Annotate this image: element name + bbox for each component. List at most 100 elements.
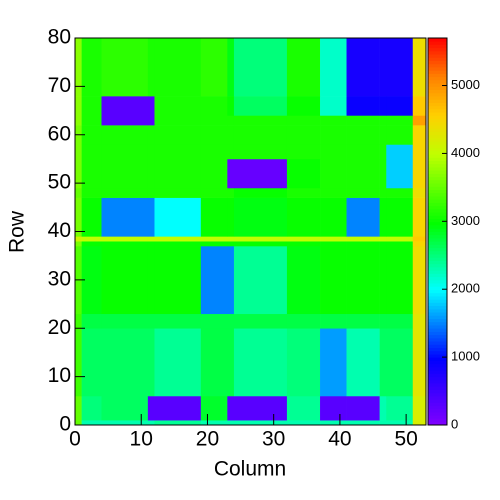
heatmap-cell [200,313,228,329]
x-tick-label: 30 [262,428,285,451]
z-tick-label: 1000 [451,349,480,364]
heatmap-cell [227,144,235,160]
heatmap-cell [233,144,288,160]
heatmap-cell [75,236,82,242]
heatmap-cell [200,158,228,189]
colorbar-step [428,312,447,316]
colorbar-step [428,402,447,407]
colorbar-step [428,328,447,332]
colorbar-step [428,325,447,329]
heatmap-cell [200,96,228,116]
heatmap-cell [346,144,380,160]
heatmap-cell [200,125,228,145]
z-tick-label: 5000 [451,77,480,92]
heatmap-cell [379,328,387,397]
colorbar-step [428,186,447,190]
heatmap-cell [320,96,347,116]
heatmap-cell [320,420,347,426]
colorbar-step [428,292,447,297]
heatmap-cell [412,38,427,97]
colorbar-step [428,160,447,165]
heatmap-cell [412,96,427,116]
heatmap-cell [286,38,321,97]
heatmap-cell [286,395,321,421]
y-tick-label: 80 [48,26,71,49]
heatmap-cell [200,197,228,237]
colorbar-step [428,344,447,348]
heatmap-cell [154,328,202,397]
colorbar-step [428,392,447,397]
heatmap-cell [227,236,235,242]
colorbar-step [428,302,447,307]
colorbar-step [428,115,447,120]
heatmap-cell [386,420,414,426]
heatmap-cell [379,246,387,315]
heatmap-cell [101,158,149,189]
heatmap-cell [75,241,82,247]
colorbar-step [428,373,447,378]
colorbar-step [428,260,447,265]
heatmap-cell [286,187,321,198]
colorbar-step [428,218,447,223]
heatmap-cell [81,241,102,247]
heatmap-cell [386,395,414,421]
heatmap-cell [200,38,228,97]
colorbar-step [428,421,447,426]
colorbar-step [428,147,447,152]
heatmap-cell [147,38,155,97]
heatmap-cell [154,246,202,315]
heatmap-cell [81,246,102,315]
colorbar-step [428,286,447,290]
heatmap-cell [379,144,387,160]
colorbar-step [428,83,447,87]
heatmap-cell [379,420,387,426]
heatmap-cell [233,236,288,242]
heatmap-cell [101,38,149,97]
colorbar-step [428,150,447,155]
colorbar-step [428,60,447,65]
colorbar-step [428,379,447,384]
heatmap-cell [286,96,321,116]
heatmap-cell [227,241,235,247]
y-tick-label: 40 [48,219,71,242]
heatmap-cell [386,236,414,242]
heatmap-cell [200,420,228,426]
heatmap-cell [81,313,102,329]
colorbar-step [428,131,447,136]
heatmap-cell [379,125,387,145]
colorbar-step [428,241,447,245]
heatmap-cell [81,125,102,145]
heatmap-cell [101,246,149,315]
colorbar-step [428,263,447,268]
colorbar-step [428,276,447,281]
heatmap-cell [101,96,149,116]
colorbar-step [428,296,447,300]
colorbar-step [428,354,447,358]
heatmap-cell [346,246,380,315]
colorbar-step [428,121,447,126]
heatmap-cell [286,197,321,237]
heatmap-cell [154,197,202,237]
y-axis-label: Row [6,210,29,253]
z-tick-label: 0 [451,416,458,431]
heatmap-cell [101,187,149,198]
heatmap-cell [147,158,155,189]
heatmap-cell [233,197,288,237]
heatmap-cell [81,420,102,426]
heatmap-cell [227,420,235,426]
colorbar-step [428,418,447,423]
colorbar-step [428,273,447,278]
heatmap-cell [320,246,347,315]
colorbar-step [428,370,447,374]
colorbar-step [428,99,447,103]
heatmap-cell [101,241,149,247]
heatmap-cell [233,395,288,421]
heatmap-cell [286,115,321,126]
y-tick-label: 60 [48,122,71,145]
heatmap-cell [101,197,149,237]
heatmap-cell [386,38,414,97]
heatmap-cell [386,158,414,189]
colorbar-step [428,257,447,261]
colorbar-step [428,89,447,94]
colorbar-step [428,357,447,361]
